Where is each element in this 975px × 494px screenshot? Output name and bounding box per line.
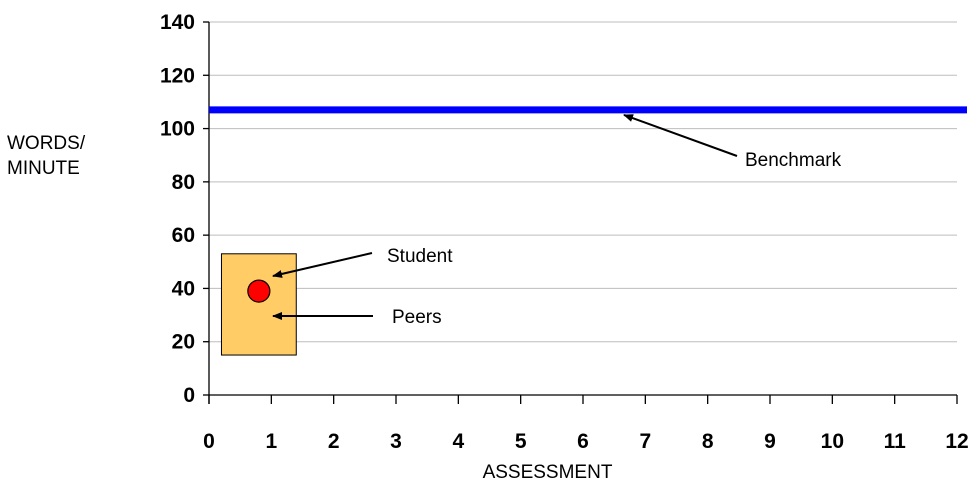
x-tick-label-1: 1 <box>265 430 277 453</box>
x-tick-label-10: 10 <box>821 430 844 453</box>
x-tick-label-11: 11 <box>884 430 907 453</box>
y-tick-label-100: 100 <box>160 118 195 141</box>
y-tick-label-20: 20 <box>172 331 195 354</box>
x-tick-label-3: 3 <box>390 430 402 453</box>
x-axis-label: ASSESSMENT <box>482 462 613 483</box>
y-axis-label: WORDS/ MINUTE <box>7 133 86 179</box>
y-tick-label-120: 120 <box>160 64 195 87</box>
x-tick-label-4: 4 <box>452 430 464 453</box>
benchmark-arrow <box>623 113 738 157</box>
axes <box>203 21 958 404</box>
student-point <box>247 279 271 303</box>
x-tick-label-8: 8 <box>702 430 714 453</box>
x-tick-label-7: 7 <box>639 430 651 453</box>
x-tick-label-12: 12 <box>945 430 968 453</box>
x-tick-label-5: 5 <box>515 430 527 453</box>
student-annotation: Student <box>387 246 453 267</box>
student-arrow <box>272 252 373 278</box>
x-tick-label-6: 6 <box>577 430 589 453</box>
y-tick-label-80: 80 <box>172 171 195 194</box>
x-tick-labels: 0 1 2 3 4 5 6 7 8 9 10 11 12 <box>203 430 969 453</box>
y-tick-label-0: 0 <box>183 384 195 407</box>
benchmark-annotation: Benchmark <box>745 150 842 171</box>
x-tick-label-0: 0 <box>203 430 215 453</box>
data-marks <box>209 106 967 356</box>
x-tick-label-9: 9 <box>764 430 776 453</box>
y-tick-labels: 0 20 40 60 80 100 120 140 <box>160 11 195 407</box>
x-tick-label-2: 2 <box>328 430 340 453</box>
annotations: Benchmark Student Peers <box>272 113 842 328</box>
y-tick-label-40: 40 <box>172 277 195 300</box>
peers-range-box <box>220 253 297 356</box>
y-tick-label-140: 140 <box>160 11 195 34</box>
peers-annotation: Peers <box>392 307 442 328</box>
y-tick-label-60: 60 <box>172 224 195 247</box>
gridlines <box>209 21 957 343</box>
